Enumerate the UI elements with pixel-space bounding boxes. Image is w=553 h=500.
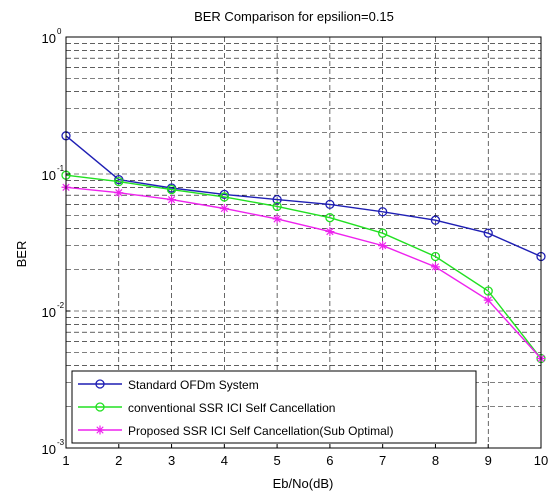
x-tick-label: 9 xyxy=(485,453,492,468)
legend-entry: Proposed SSR ICI Self Cancellation(Sub O… xyxy=(78,424,393,438)
data-point xyxy=(378,228,388,238)
data-point xyxy=(378,207,388,217)
data-point xyxy=(325,227,335,237)
data-point xyxy=(219,189,229,200)
chart-title: BER Comparison for epsilion=0.15 xyxy=(194,9,394,24)
legend-label: Standard OFDm System xyxy=(128,378,259,392)
x-axis-label: Eb/No(dB) xyxy=(273,476,334,491)
data-point xyxy=(219,203,229,213)
x-tick-label: 3 xyxy=(168,453,175,468)
plot-frame xyxy=(65,36,542,449)
grid-lines xyxy=(66,37,541,448)
legend-label: Proposed SSR ICI Self Cancellation(Sub O… xyxy=(128,424,393,438)
series-layer xyxy=(61,131,546,364)
data-point xyxy=(483,286,493,296)
data-point xyxy=(325,199,335,210)
data-point xyxy=(114,176,124,187)
data-point xyxy=(430,215,441,225)
x-tick-label: 7 xyxy=(379,453,386,468)
data-point xyxy=(483,295,493,305)
x-tick-label: 6 xyxy=(326,453,333,468)
series-line xyxy=(65,186,542,359)
data-point xyxy=(166,184,177,195)
series-line xyxy=(65,135,542,258)
data-point xyxy=(430,251,441,262)
y-tick-exponent: -2 xyxy=(57,301,65,310)
data-point xyxy=(167,195,177,205)
legend-marker xyxy=(95,379,105,389)
y-tick-label: 10 xyxy=(42,31,56,46)
data-point xyxy=(272,214,282,224)
data-point xyxy=(272,194,282,205)
legend: Standard OFDm System conventional SSR ICI… xyxy=(71,370,477,444)
x-tick-label: 2 xyxy=(115,453,122,468)
y-tick-exponent: -1 xyxy=(57,164,65,173)
data-point xyxy=(114,188,124,198)
data-point xyxy=(378,241,388,251)
y-tick-exponent: 0 xyxy=(57,27,62,36)
legend-box xyxy=(71,370,477,444)
y-axis-label: BER xyxy=(14,241,29,268)
x-tick-label: 8 xyxy=(432,453,439,468)
x-tick-label: 5 xyxy=(273,453,280,468)
data-point xyxy=(272,201,282,212)
data-point xyxy=(483,228,493,238)
legend-entry: Standard OFDm System xyxy=(78,378,259,392)
data-point xyxy=(219,192,229,202)
data-point xyxy=(430,262,440,272)
y-tick-exponent: -3 xyxy=(57,438,65,447)
legend-entry: conventional SSR ICI Self Cancellation xyxy=(78,401,335,415)
x-tick-label: 10 xyxy=(534,453,548,468)
legend-marker xyxy=(95,425,105,435)
legend-label: conventional SSR ICI Self Cancellation xyxy=(128,401,335,415)
x-tick-label: 1 xyxy=(62,453,69,468)
legend-marker xyxy=(95,402,105,412)
data-point xyxy=(325,213,335,223)
y-tick-label: 10 xyxy=(42,305,56,320)
y-tick-label: 10 xyxy=(42,442,56,457)
series-line xyxy=(65,174,542,359)
x-tick-label: 4 xyxy=(221,453,228,468)
y-tick-label: 10 xyxy=(42,168,56,183)
